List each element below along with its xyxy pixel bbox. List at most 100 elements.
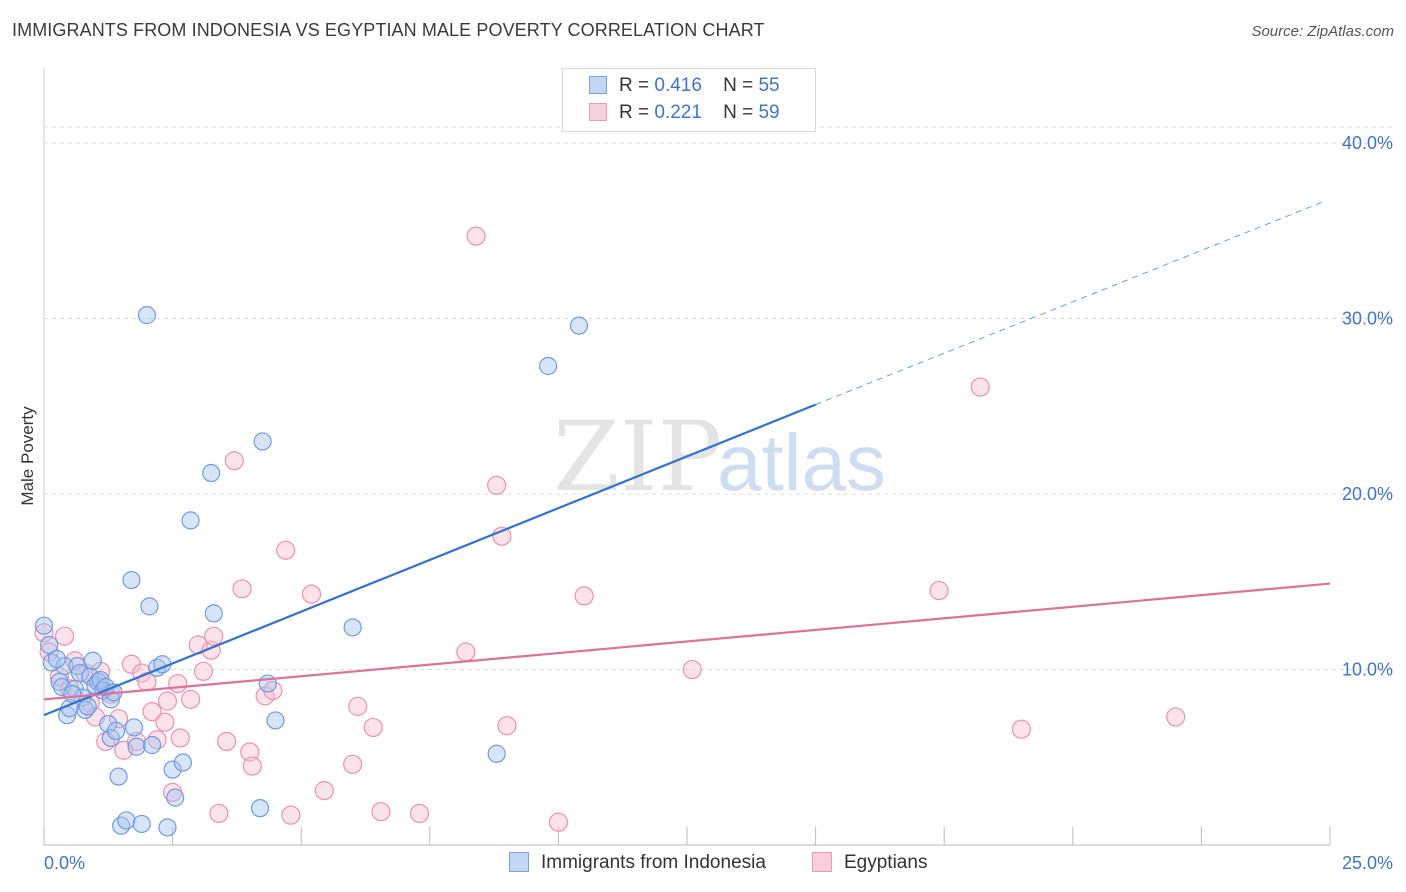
legend-row-indonesia: R = 0.416 N = 55 — [589, 75, 780, 99]
bottom-legend-swatch-blue — [509, 852, 529, 872]
indonesia-point — [173, 753, 192, 772]
egyptians-point — [371, 802, 391, 822]
egyptians-point — [181, 689, 201, 709]
egyptians-point — [466, 226, 486, 246]
legend-n-label: N = — [723, 75, 754, 96]
indonesia-point — [132, 814, 151, 834]
legend-row-egyptians: R = 0.221 N = 59 — [589, 102, 780, 126]
bottom-legend-swatch-pink — [812, 852, 832, 872]
egyptians-point — [409, 803, 430, 824]
indonesia-point — [63, 685, 82, 704]
indonesia-point — [253, 432, 272, 451]
indonesia-point — [204, 604, 223, 623]
egyptians-point — [348, 696, 368, 716]
egyptians-point — [217, 731, 237, 752]
bottom-legend-indonesia: Immigrants from Indonesia — [509, 852, 766, 874]
egyptians-point — [142, 702, 162, 722]
bottom-legend-label: Egyptians — [844, 852, 928, 873]
indonesia-point — [124, 718, 144, 737]
indonesia-point — [181, 511, 200, 530]
x-tick-label-max: 25.0% — [1342, 853, 1393, 873]
indonesia-point — [266, 711, 285, 730]
egyptians-point — [343, 754, 363, 774]
egyptians-point — [209, 803, 229, 824]
y-tick-label: 10.0% — [1342, 660, 1393, 680]
egyptians-point — [548, 812, 569, 832]
egyptians-point — [301, 584, 322, 604]
legend-n-label: N = — [723, 102, 754, 123]
egyptians-point — [314, 781, 334, 801]
egyptians-point — [232, 579, 252, 599]
egyptians-point — [363, 717, 383, 738]
egyptians-point — [456, 642, 476, 662]
egyptians-point — [155, 712, 175, 732]
y-tick-label: 30.0% — [1342, 309, 1393, 329]
chart-title: IMMIGRANTS FROM INDONESIA VS EGYPTIAN MA… — [12, 20, 765, 40]
indonesia-point — [250, 799, 270, 818]
egyptians-point — [204, 626, 224, 646]
egyptians-point — [170, 728, 190, 748]
x-tick-label-min: 0.0% — [44, 853, 85, 873]
indonesia-point — [343, 618, 362, 637]
egyptians-point — [168, 673, 188, 694]
legend-n-value: 59 — [758, 102, 780, 123]
indonesia-trendline-extension — [815, 200, 1326, 406]
indonesia-point — [40, 635, 59, 655]
egyptians-point — [1011, 719, 1031, 739]
zipatlas-watermark: ZIP atlas — [553, 401, 886, 513]
indonesia-point — [106, 721, 126, 741]
egyptians-point — [1166, 707, 1186, 727]
indonesia-point — [127, 737, 146, 756]
indonesia-point — [70, 663, 90, 683]
egyptians-point — [147, 730, 167, 750]
stats-legend: R = 0.416 N = 55 R = 0.221 N = 59 — [562, 68, 816, 132]
indonesia-point — [140, 597, 159, 616]
indonesia-point — [55, 656, 74, 676]
watermark-zip: ZIP — [553, 401, 722, 513]
indonesia-trendline — [43, 403, 817, 717]
egyptians-point — [497, 716, 517, 736]
bottom-legend-label: Immigrants from Indonesia — [541, 852, 766, 873]
egyptians-point — [682, 659, 702, 680]
indonesia-point — [47, 649, 66, 669]
legend-r-value: 0.221 — [654, 102, 702, 123]
egyptians-point — [157, 691, 178, 711]
egyptians-trendline — [43, 582, 1331, 701]
indonesia-point — [163, 760, 182, 779]
egyptians-point — [242, 756, 262, 776]
source-label: Source: ZipAtlas.com — [1251, 23, 1394, 40]
legend-r-label: R = — [619, 102, 650, 123]
indonesia-point — [569, 316, 589, 335]
watermark-atlas: atlas — [717, 418, 886, 507]
egyptians-point — [193, 661, 214, 681]
y-tick-label: 20.0% — [1342, 484, 1393, 504]
egyptians-point — [224, 451, 244, 471]
egyptians-point — [574, 586, 594, 606]
indonesia-point — [202, 463, 221, 483]
indonesia-point — [142, 735, 162, 755]
egyptians-point — [970, 377, 990, 397]
egyptians-point — [276, 540, 296, 560]
legend-r-value: 0.416 — [654, 75, 702, 96]
egyptians-point — [34, 623, 54, 643]
indonesia-point — [109, 767, 128, 786]
egyptians-point — [487, 475, 507, 495]
y-tick-label: 40.0% — [1342, 133, 1393, 153]
indonesia-point — [158, 818, 177, 837]
indonesia-point — [83, 651, 102, 670]
egyptians-point — [281, 805, 301, 825]
indonesia-point — [539, 356, 558, 376]
egyptians-point — [240, 742, 260, 762]
y-axis-label: Male Poverty — [18, 406, 37, 506]
indonesia-point — [137, 306, 156, 325]
egyptians-point — [54, 626, 75, 646]
legend-r-label: R = — [619, 75, 650, 96]
indonesia-point — [122, 570, 141, 590]
indonesia-point — [487, 744, 506, 763]
indonesia-point — [112, 816, 131, 835]
bottom-legend-egyptians: Egyptians — [812, 852, 927, 874]
indonesia-point — [166, 788, 185, 807]
egyptians-point — [929, 580, 949, 601]
indonesia-point — [99, 714, 118, 734]
